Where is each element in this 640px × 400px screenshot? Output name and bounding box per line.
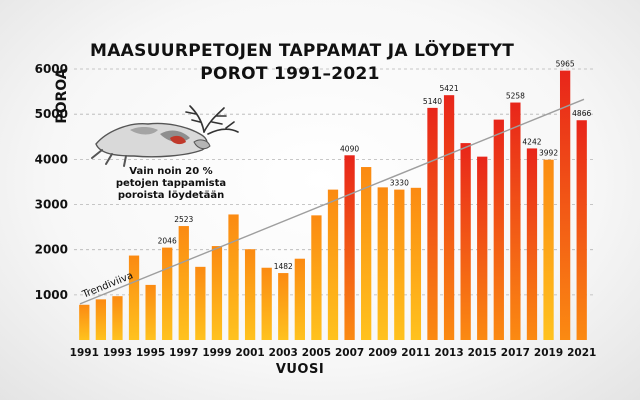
bar-2015 <box>477 156 488 340</box>
y-tick-label-6000: 6000 <box>35 62 68 76</box>
x-tick-label-2003: 2003 <box>269 347 298 359</box>
bar-1992 <box>95 299 107 340</box>
bar-2010 <box>394 189 405 340</box>
bar-2018 <box>526 148 538 340</box>
y-tick-label-2000: 2000 <box>35 243 68 257</box>
y-tick-label-4000: 4000 <box>35 152 68 166</box>
bar-1994 <box>128 255 140 340</box>
dead-reindeer-icon <box>91 105 239 167</box>
bar-1999 <box>211 246 223 340</box>
x-tick-label-1993: 1993 <box>103 347 132 359</box>
bar-2011 <box>410 187 422 340</box>
x-tick-label-2017: 2017 <box>501 347 530 359</box>
x-axis-label: VUOSI <box>275 362 325 377</box>
data-label-2018: 4242 <box>522 137 541 146</box>
bar-1996 <box>162 247 173 340</box>
bar-2001 <box>244 249 256 340</box>
note-line2: petojen tappamista <box>115 178 227 189</box>
x-tick-label-2005: 2005 <box>302 347 331 359</box>
x-tick-label-2007: 2007 <box>335 347 364 359</box>
x-tick-label-1995: 1995 <box>136 347 165 359</box>
bar-1995 <box>145 284 156 340</box>
x-tick-label-1997: 1997 <box>169 347 198 359</box>
bars <box>79 70 587 341</box>
data-label-2017: 5258 <box>506 92 525 101</box>
bar-2016 <box>493 119 504 340</box>
x-tick-label-2019: 2019 <box>534 347 563 359</box>
x-tick-label-2011: 2011 <box>401 347 430 359</box>
x-tick-label-1999: 1999 <box>202 347 231 359</box>
chart-title-line2: POROT 1991–2021 <box>200 64 380 84</box>
x-tick-label-2015: 2015 <box>468 347 497 359</box>
data-label-2021: 4866 <box>572 109 591 118</box>
chart-title: MAASUURPETOJEN TAPPAMAT JA LÖYDETYT PORO… <box>90 40 515 86</box>
bar-1991 <box>79 304 90 340</box>
bar-2017 <box>510 102 521 341</box>
data-label-2003: 1482 <box>274 262 293 271</box>
data-label-2020: 5965 <box>556 60 575 69</box>
y-axis-label: POROA <box>54 68 70 124</box>
data-label-1997: 2523 <box>174 215 193 224</box>
x-tick-label-2013: 2013 <box>434 347 463 359</box>
bar-2000 <box>228 214 239 340</box>
bar-2007 <box>344 155 355 340</box>
bar-2021 <box>576 120 587 340</box>
bar-2002 <box>261 267 272 340</box>
bar-2006 <box>327 189 339 340</box>
bar-1998 <box>195 266 206 340</box>
bar-2003 <box>278 273 289 340</box>
chart-title-line1: MAASUURPETOJEN TAPPAMAT JA LÖYDETYT <box>90 41 515 61</box>
data-label-2007: 4090 <box>340 144 359 153</box>
y-tick-label-5000: 5000 <box>35 107 68 121</box>
bar-2019 <box>543 159 554 340</box>
bar-2013 <box>443 95 455 340</box>
bar-2014 <box>460 143 471 340</box>
data-label-2013: 5421 <box>440 84 459 93</box>
x-tick-label-2001: 2001 <box>235 347 264 359</box>
data-label-1996: 2046 <box>158 237 177 246</box>
data-label-2019: 3992 <box>539 149 558 158</box>
bar-2009 <box>377 187 388 340</box>
data-label-2010: 3330 <box>390 179 409 188</box>
trend-line <box>79 98 585 305</box>
note-line3: poroista löydetään <box>117 190 225 201</box>
bar-2008 <box>361 167 372 340</box>
bar-2012 <box>427 107 438 340</box>
x-tick-label-1991: 1991 <box>70 347 99 359</box>
note-line1: Vain noin 20 % <box>129 166 213 177</box>
data-label-2012: 5140 <box>423 97 442 106</box>
bar-2005 <box>311 215 322 340</box>
annotation-note: Vain noin 20 % petojen tappamista porois… <box>112 166 230 202</box>
bar-2020 <box>559 70 571 340</box>
y-axis-ticks: 1000 2000 3000 4000 5000 6000 <box>35 62 68 302</box>
x-tick-label-2021: 2021 <box>567 347 596 359</box>
bar-1997 <box>178 226 189 340</box>
bar-2004 <box>294 258 305 340</box>
x-axis-ticks: 1991 1993 1995 1997 1999 2001 2003 2005 2007 2009… <box>70 347 597 359</box>
bar-1993 <box>112 296 123 340</box>
y-tick-label-1000: 1000 <box>35 288 68 302</box>
data-labels: 2046 2523 1482 4090 3330 5140 5421 4242 3992 5258… <box>158 60 592 271</box>
x-tick-label-2009: 2009 <box>368 347 397 359</box>
y-tick-label-3000: 3000 <box>35 198 68 212</box>
